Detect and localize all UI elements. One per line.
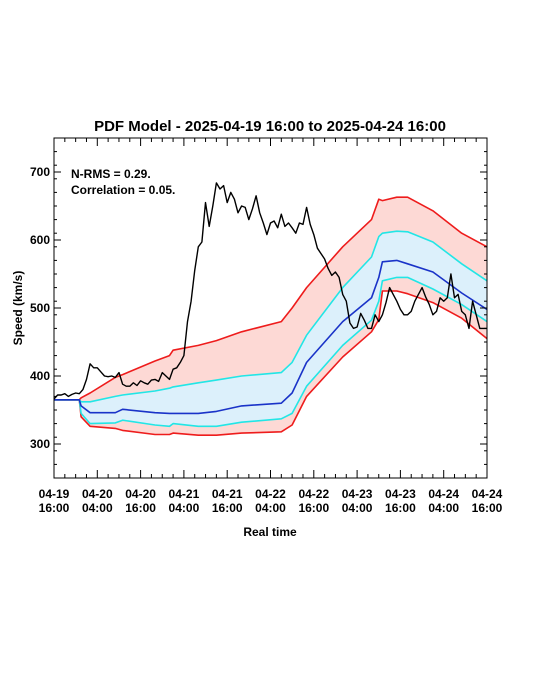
x-tick-label-time: 16:00 <box>125 501 156 515</box>
outer-upper-line <box>54 196 488 401</box>
x-tick-label-date: 04-20 <box>82 487 113 501</box>
x-tick-label-time: 04:00 <box>169 501 200 515</box>
x-tick-label-time: 16:00 <box>212 501 243 515</box>
median-line <box>54 259 488 415</box>
uncertainty-bands <box>54 197 487 436</box>
inner-band-fill <box>54 231 487 427</box>
x-tick-label-date: 04-20 <box>125 487 156 501</box>
annotation-nrms: N-RMS = 0.29. <box>71 167 151 181</box>
x-tick-label-date: 04-23 <box>342 487 373 501</box>
x-axis-label: Real time <box>243 525 297 539</box>
x-tick-label-date: 04-22 <box>255 487 286 501</box>
x-tick-label-time: 16:00 <box>39 501 70 515</box>
x-tick-label-time: 16:00 <box>472 501 503 515</box>
inner-lower-line <box>54 276 488 428</box>
x-tick-label-date: 04-24 <box>472 487 503 501</box>
outer-lower-line <box>54 290 488 437</box>
x-tick-label-time: 04:00 <box>342 501 373 515</box>
observed-series <box>53 182 487 400</box>
x-tick-label-time: 04:00 <box>428 501 459 515</box>
y-tick-label: 600 <box>30 233 50 247</box>
x-tick-label-date: 04-22 <box>298 487 329 501</box>
y-tick-label: 700 <box>30 165 50 179</box>
x-tick-label-date: 04-19 <box>39 487 70 501</box>
x-tick-label-time: 16:00 <box>385 501 416 515</box>
inner-upper-line <box>54 230 488 403</box>
x-tick-label-time: 04:00 <box>82 501 113 515</box>
x-tick-label-time: 16:00 <box>298 501 329 515</box>
x-tick-label-date: 04-21 <box>212 487 243 501</box>
y-axis-ticks: 300 400 500 600 700 <box>30 137 487 479</box>
x-tick-label-time: 04:00 <box>255 501 286 515</box>
x-tick-label-date: 04-23 <box>385 487 416 501</box>
x-axis-ticks: 04-1916:0004-2004:0004-2016:0004-2104:00… <box>39 138 503 515</box>
annotation-correlation: Correlation = 0.05. <box>71 183 175 197</box>
x-tick-label-date: 04-21 <box>169 487 200 501</box>
y-tick-label: 500 <box>30 301 50 315</box>
series-lines <box>54 196 488 437</box>
observed-line <box>53 182 487 400</box>
y-tick-label: 300 <box>30 437 50 451</box>
chart-title: PDF Model - 2025-04-19 16:00 to 2025-04-… <box>94 118 446 135</box>
x-tick-label-date: 04-24 <box>428 487 459 501</box>
y-tick-label: 400 <box>30 369 50 383</box>
y-axis-label: Speed (km/s) <box>11 271 25 346</box>
